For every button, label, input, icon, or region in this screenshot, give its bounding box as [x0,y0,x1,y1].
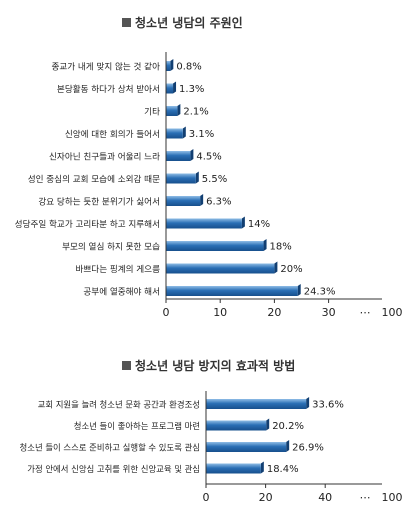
category-label: 가정 안에서 신앙심 고취를 위한 신앙교육 및 관심 [27,464,200,474]
value-label: 1.3% [179,84,204,95]
bar [166,128,183,139]
value-label: 14% [248,219,270,230]
bar [166,61,171,71]
bar-side [306,397,310,409]
bar-side [200,194,204,206]
category-label: 종교가 내게 맞지 않는 것 같아 [51,61,160,73]
bar-side [241,216,245,229]
chart-svg: 교회 지원을 늘려 청소년 문화 공간과 환경조성 33.6% 청소년 들이 좋아하… [20,391,403,504]
value-label: 20.2% [272,421,304,432]
bar [166,173,196,184]
category-label: 신자아닌 친구들과 어울리 느라 [49,152,160,163]
value-label: 0.8% [176,62,201,73]
bar-side [182,126,186,139]
bar [166,286,298,296]
bar [166,83,174,94]
value-label: 20% [280,264,302,275]
bar [206,399,307,409]
value-label: 5.5% [202,174,227,185]
category-label: 교회 지원을 늘려 청소년 문화 공간과 환경조성 [38,400,200,410]
bar-side [173,81,177,94]
chart-svg: 종교가 내게 맞지 않는 것 같아 0.8% 본당활동 하다가 상처 받아서 1.3%… [15,52,403,319]
bar [206,442,287,452]
bar-side [274,261,278,274]
value-label: 24.3% [304,287,336,298]
bar-side [195,171,199,184]
category-label: 바쁘다는 핑계의 게으름 [75,263,160,275]
x-tick-label: 20 [259,491,273,504]
value-label: 18.4% [267,464,299,475]
category-label: 청소년 들이 좋아하는 프로그램 마련 [74,421,200,431]
bar [166,241,264,251]
chart-reasons: 청소년 냉담의 주원인 종교가 내게 맞지 않는 것 같아 0.8% 본당활동 하다… [15,14,403,319]
title-square-icon [122,361,131,370]
x-tick-label: 100 [382,491,403,504]
category-label: 청소년 들이 스스로 준비하고 실행할 수 있도록 관심 [20,443,200,453]
x-tick-label: 30 [322,306,336,319]
title-square-icon [122,18,131,27]
value-label: 6.3% [206,197,231,208]
bar-side [297,284,301,296]
x-tick-label: 10 [213,306,227,319]
x-axis-break: ⋯ [360,491,371,504]
bar-side [260,461,264,474]
value-label: 18% [270,242,292,253]
chart-methods: 청소년 냉담 방지의 효과적 방법 교회 지원을 늘려 청소년 문화 공간과 환… [0,345,415,512]
value-label: 26.9% [292,443,324,454]
x-tick-label: 40 [318,491,332,504]
category-label: 공부에 열중해야 해서 [83,287,160,298]
value-label: 33.6% [312,400,344,411]
x-tick-label: 0 [163,306,170,319]
bar [206,420,267,431]
category-label: 성당주일 학교가 고리타분 하고 지루해서 [15,219,160,230]
category-label: 성인 중심의 교회 모습에 소외감 때문 [28,173,160,185]
chart-title: 청소년 냉담 방지의 효과적 방법 [122,357,295,374]
bar [166,263,275,274]
x-axis-break: ⋯ [360,306,371,319]
category-label: 강요 당하는 듯한 분위기가 싫어서 [38,197,160,208]
chart-title: 청소년 냉담의 주원인 [122,14,243,31]
bar-side [263,239,267,251]
bar [166,151,191,161]
value-label: 2.1% [183,107,208,118]
bar [206,463,261,474]
bar [166,218,242,229]
bar-side [190,149,194,161]
value-label: 4.5% [196,152,221,163]
chart-title-text: 청소년 냉담 방지의 효과적 방법 [135,359,296,373]
category-label: 기타 [144,107,160,118]
x-tick-label: 20 [267,306,281,319]
category-label: 본당활동 하다가 상처 받아서 [57,83,160,95]
bar-side [177,104,181,116]
bar-side [266,418,270,431]
category-label: 부모의 열심 하지 못한 모습 [62,242,160,253]
x-tick-label: 100 [382,306,403,319]
category-label: 신앙에 대한 회의가 들어서 [65,128,160,140]
bar-side [286,440,290,452]
bar-side [170,59,174,71]
bar [166,196,201,206]
x-tick-label: 0 [203,491,210,504]
value-label: 3.1% [189,129,214,140]
bar [166,106,178,116]
chart-title-text: 청소년 냉담의 주원인 [135,16,243,30]
